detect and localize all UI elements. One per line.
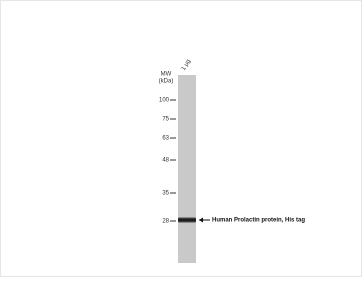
band-label: Human Prolactin protein, His tag — [212, 218, 305, 224]
lane — [178, 75, 196, 263]
marker-label: 28 — [162, 219, 169, 225]
marker-label: 63 — [162, 136, 169, 142]
band — [178, 218, 196, 223]
marker-label: 75 — [162, 117, 169, 123]
marker-label: 100 — [159, 98, 170, 104]
mw-label: MW — [161, 72, 172, 78]
blot-figure: 1 μg MW (kDa) 1007563483528 Human Prolac… — [0, 0, 362, 277]
page: 1 μg MW (kDa) 1007563483528 Human Prolac… — [0, 0, 362, 277]
marker-label: 48 — [162, 158, 169, 164]
mw-unit: (kDa) — [159, 79, 174, 85]
marker-label: 35 — [162, 191, 169, 197]
